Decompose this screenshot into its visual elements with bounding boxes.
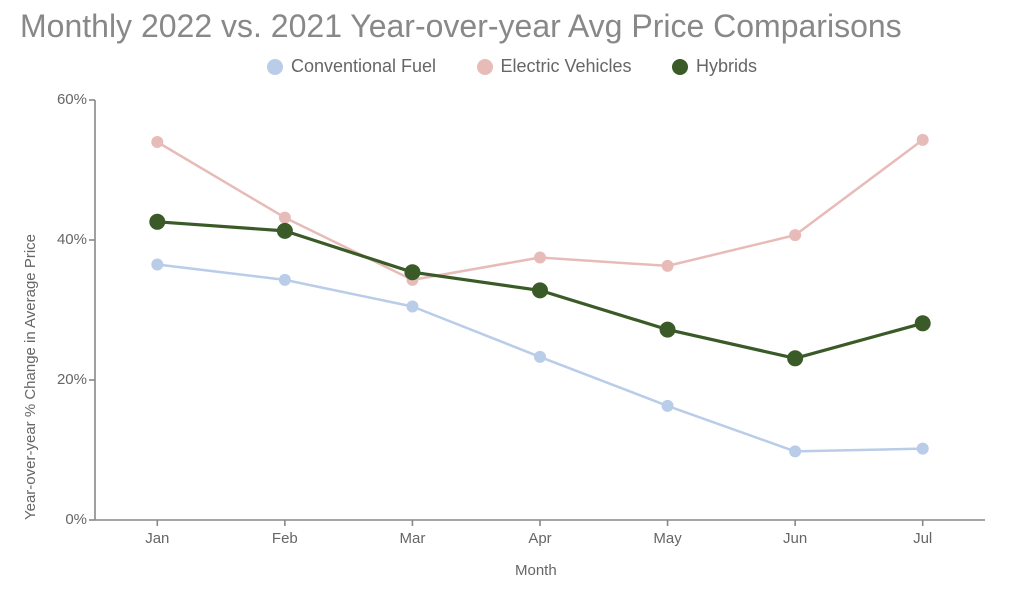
legend-item-hybrids: Hybrids	[672, 56, 757, 77]
chart-root: Monthly 2022 vs. 2021 Year-over-year Avg…	[0, 0, 1024, 601]
x-tick-label: Feb	[272, 530, 298, 547]
y-tick-label: 20%	[37, 371, 87, 388]
legend-swatch-hybrids	[672, 59, 688, 75]
legend-swatch-electric	[477, 59, 493, 75]
plot-area	[95, 100, 985, 520]
x-tick-label: Jun	[783, 530, 807, 547]
plot-svg	[95, 100, 985, 520]
x-tick-label: Apr	[528, 530, 551, 547]
legend: Conventional Fuel Electric Vehicles Hybr…	[0, 56, 1024, 80]
x-tick-label: Jul	[913, 530, 932, 547]
legend-item-conventional: Conventional Fuel	[267, 56, 436, 77]
x-tick-label: Jan	[145, 530, 169, 547]
legend-item-electric: Electric Vehicles	[477, 56, 632, 77]
legend-swatch-conventional	[267, 59, 283, 75]
x-axis-label: Month	[515, 562, 557, 579]
x-tick-label: Mar	[400, 530, 426, 547]
legend-label-electric: Electric Vehicles	[501, 56, 632, 77]
legend-label-conventional: Conventional Fuel	[291, 56, 436, 77]
y-tick-label: 0%	[37, 511, 87, 528]
y-tick-label: 60%	[37, 91, 87, 108]
x-tick-label: May	[653, 530, 681, 547]
chart-title: Monthly 2022 vs. 2021 Year-over-year Avg…	[20, 8, 902, 45]
legend-label-hybrids: Hybrids	[696, 56, 757, 77]
y-tick-label: 40%	[37, 231, 87, 248]
